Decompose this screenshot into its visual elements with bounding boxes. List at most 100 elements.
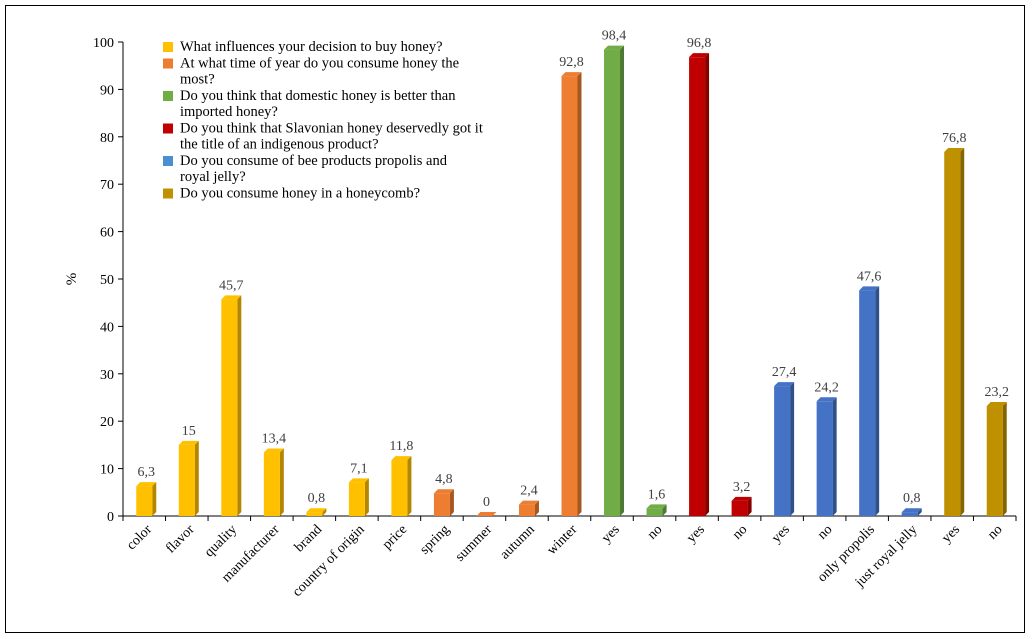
bar-top bbox=[433, 489, 454, 494]
bar-front bbox=[604, 49, 621, 517]
bar bbox=[731, 496, 752, 516]
data-label: 7,1 bbox=[350, 461, 368, 476]
bar bbox=[689, 53, 710, 516]
bar-front bbox=[689, 57, 706, 516]
x-tick-label: yes bbox=[599, 522, 623, 546]
bar-top bbox=[731, 496, 752, 501]
data-label: 23,2 bbox=[984, 385, 1009, 400]
bar-top bbox=[476, 512, 497, 516]
x-tick-label: no bbox=[645, 522, 666, 543]
bar bbox=[774, 382, 795, 516]
y-tick-label: 30 bbox=[100, 368, 114, 383]
data-label: 0,8 bbox=[903, 491, 921, 506]
x-tick-label: yes bbox=[684, 522, 708, 546]
x-tick-label: no bbox=[985, 522, 1006, 543]
bar-front bbox=[433, 493, 450, 516]
bar-side bbox=[790, 382, 795, 516]
bar-front bbox=[263, 452, 280, 516]
data-label: 11,8 bbox=[389, 439, 413, 454]
y-tick-label: 80 bbox=[100, 131, 114, 146]
bar-top bbox=[348, 478, 369, 483]
bar-side bbox=[364, 478, 369, 516]
bar bbox=[859, 286, 880, 516]
bar-side bbox=[449, 489, 454, 516]
bar-front bbox=[901, 512, 918, 516]
y-tick-label: 60 bbox=[100, 226, 114, 241]
bar-side bbox=[917, 508, 922, 516]
legend-swatch bbox=[163, 188, 173, 199]
legend-swatch bbox=[163, 156, 173, 166]
x-tick-label: no bbox=[815, 522, 836, 543]
data-label: 24,2 bbox=[814, 380, 839, 395]
bar-top bbox=[646, 504, 667, 509]
bar bbox=[136, 482, 157, 516]
x-tick-label: color bbox=[124, 522, 155, 553]
legend-entry: Do you think that Slavonian honey deserv… bbox=[163, 121, 483, 153]
bar bbox=[561, 72, 582, 517]
bar bbox=[348, 478, 369, 516]
bar-top bbox=[178, 440, 199, 445]
bar-top bbox=[944, 147, 965, 152]
bar-front bbox=[986, 406, 1003, 516]
bar-chart: % 0 10 20 30 40 50 60 70 80 90 100 color flavor quali… bbox=[64, 29, 1017, 600]
bar-front bbox=[816, 401, 833, 516]
legend-entry: At what time of year do you consume hone… bbox=[163, 56, 459, 88]
data-label: 47,6 bbox=[857, 269, 882, 284]
bar-front bbox=[136, 486, 153, 516]
data-label: 76,8 bbox=[942, 131, 967, 146]
legend-label: the title of an indigenous product? bbox=[180, 137, 379, 153]
bar-front bbox=[518, 504, 535, 516]
data-label: 13,4 bbox=[262, 431, 287, 446]
bar-side bbox=[194, 440, 199, 516]
bar bbox=[901, 508, 922, 516]
bar bbox=[816, 397, 837, 516]
bar bbox=[306, 508, 327, 516]
y-tick-label: 100 bbox=[93, 36, 114, 51]
bar bbox=[604, 45, 625, 517]
y-tick-label: 20 bbox=[100, 415, 114, 430]
data-label: 0 bbox=[483, 495, 490, 510]
x-tick-label: summer bbox=[453, 522, 496, 565]
bar bbox=[221, 295, 242, 516]
bar-top bbox=[774, 382, 795, 387]
legend-swatch bbox=[163, 91, 173, 101]
bar bbox=[433, 489, 454, 516]
bar-top bbox=[901, 508, 922, 513]
bar-top bbox=[816, 397, 837, 402]
data-label: 6,3 bbox=[138, 465, 156, 480]
y-tick-label: 0 bbox=[107, 510, 114, 525]
bar-side bbox=[577, 72, 582, 517]
x-tick-label: autumn bbox=[497, 522, 537, 562]
bar-side bbox=[875, 286, 880, 516]
bar-side bbox=[407, 456, 412, 516]
bar-side bbox=[832, 397, 837, 516]
x-tick-label: spring bbox=[417, 522, 452, 557]
legend-entry: Do you think that domestic honey is bett… bbox=[163, 88, 456, 120]
bar-top bbox=[518, 500, 539, 505]
bar bbox=[476, 512, 497, 516]
bar bbox=[263, 448, 284, 516]
bar bbox=[178, 440, 199, 516]
bar-side bbox=[960, 147, 965, 516]
y-tick-label: 40 bbox=[100, 320, 114, 335]
data-label: 98,4 bbox=[602, 29, 627, 44]
bar bbox=[646, 504, 667, 516]
bar-top bbox=[604, 45, 625, 50]
legend-swatch bbox=[163, 42, 173, 52]
bar-front bbox=[774, 386, 791, 516]
data-label: 4,8 bbox=[435, 472, 453, 487]
bar-side bbox=[152, 482, 157, 516]
data-label: 0,8 bbox=[308, 491, 326, 506]
data-label: 1,6 bbox=[648, 487, 666, 502]
bar-front bbox=[859, 290, 876, 516]
bar-side bbox=[279, 448, 284, 516]
bar-side bbox=[534, 500, 539, 516]
bar-side bbox=[620, 45, 625, 517]
y-axis-label: % bbox=[64, 273, 80, 286]
data-label: 96,8 bbox=[687, 36, 712, 51]
y-tick-label: 10 bbox=[100, 463, 114, 478]
data-label: 92,8 bbox=[559, 55, 584, 70]
legend: What influences your decision to buy hon… bbox=[163, 39, 483, 202]
x-tick-label: yes bbox=[939, 522, 963, 546]
legend-label: What influences your decision to buy hon… bbox=[180, 39, 443, 55]
